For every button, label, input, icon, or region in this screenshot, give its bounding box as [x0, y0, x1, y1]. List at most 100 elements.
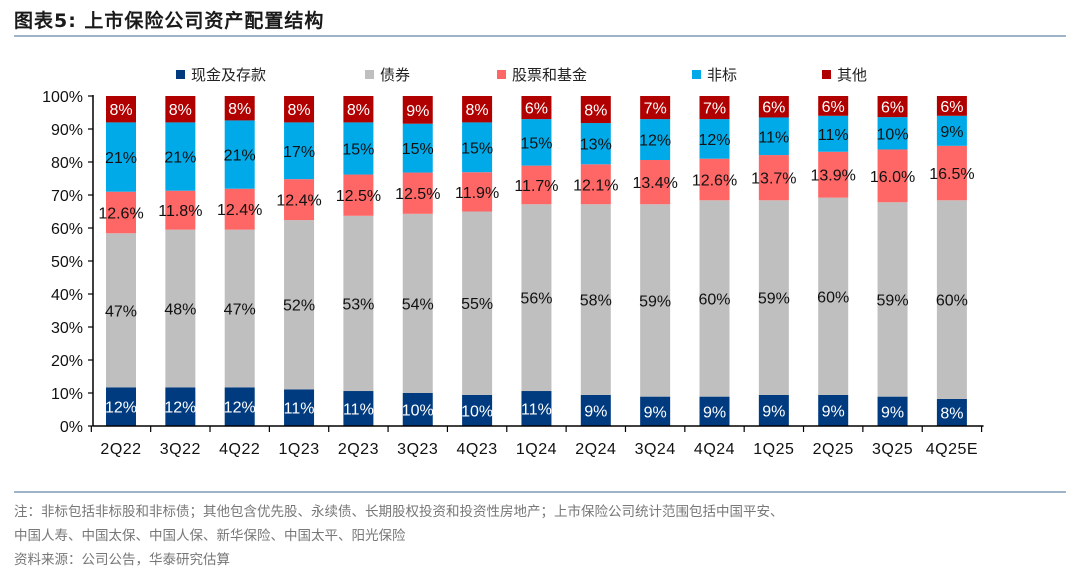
legend-item-bonds: 债券 [365, 64, 410, 85]
data-label-cash: 10% [402, 403, 434, 420]
bar-segment-equities [580, 164, 611, 205]
bar-segment-nonstandard [462, 122, 493, 173]
x-tick-label: 4Q24 [694, 441, 735, 458]
legend-swatch-cash [176, 70, 185, 79]
y-tick-label: 0% [60, 419, 83, 436]
bar-segment-other [640, 96, 671, 120]
data-label-equities: 12.5% [395, 186, 440, 203]
note-line-1: 注：非标包括非标股和非标债；其他包含优先股、永续债、长期股权投资和投资性房地产；… [14, 504, 784, 520]
bar-segment-nonstandard [758, 117, 789, 156]
y-tick-label: 60% [51, 221, 83, 238]
data-label-equities: 12.5% [336, 188, 381, 205]
data-label-cash: 9% [584, 403, 607, 420]
x-tick-label: 2Q22 [100, 441, 141, 458]
data-label-other: 8% [584, 103, 607, 120]
data-label-other: 6% [940, 99, 963, 116]
bar-segment-bonds [936, 200, 967, 399]
data-label-equities: 12.4% [217, 202, 262, 219]
data-label-equities: 12.4% [276, 193, 321, 210]
y-tick-label: 90% [51, 122, 83, 139]
x-tick-label: 4Q22 [219, 441, 260, 458]
x-tick-label: 2Q25 [813, 441, 854, 458]
bar-segment-equities [224, 188, 255, 230]
bar-segment-cash [224, 387, 255, 426]
bar-segment-nonstandard [402, 123, 433, 173]
bar-segment-nonstandard [699, 119, 730, 159]
bar-segment-other [402, 96, 433, 124]
bar-segment-equities [877, 149, 908, 203]
data-label-bonds: 60% [936, 293, 968, 310]
bar-segment-equities [343, 174, 374, 216]
data-label-nonstandard: 17% [283, 144, 315, 161]
y-tick-label: 100% [42, 89, 83, 106]
data-label-bonds: 53% [342, 296, 374, 313]
data-label-other: 8% [169, 102, 192, 119]
data-label-other: 6% [762, 100, 785, 117]
data-label-nonstandard: 15% [461, 140, 493, 157]
bar-segment-cash [877, 396, 908, 426]
y-tick-label: 40% [51, 287, 83, 304]
x-tick-label: 2Q23 [338, 441, 379, 458]
chart-legend: 现金及存款 债券 股票和基金 非标 其他 [0, 64, 1080, 86]
legend-swatch-equities [497, 70, 506, 79]
bar-segment-nonstandard [343, 122, 374, 175]
bar-segment-nonstandard [877, 117, 908, 150]
data-label-nonstandard: 15% [520, 135, 552, 152]
bar-segment-equities [936, 145, 967, 201]
data-label-nonstandard: 15% [402, 141, 434, 158]
data-label-nonstandard: 21% [164, 150, 196, 167]
bar-segment-cash [521, 391, 552, 426]
bar-segment-nonstandard [165, 122, 196, 191]
data-label-equities: 13.4% [632, 175, 677, 192]
data-label-nonstandard: 21% [105, 150, 137, 167]
data-label-bonds: 56% [520, 291, 552, 308]
data-label-bonds: 58% [580, 293, 612, 310]
bar-segment-nonstandard [580, 123, 611, 165]
y-tick-label: 50% [51, 254, 83, 271]
bar-segment-other [936, 96, 967, 116]
data-label-cash: 8% [940, 405, 963, 422]
data-label-cash: 10% [461, 403, 493, 420]
data-label-other: 6% [881, 100, 904, 117]
data-label-other: 7% [644, 101, 667, 118]
data-label-other: 6% [822, 99, 845, 116]
bar-segment-bonds [343, 215, 374, 392]
data-label-equities: 13.9% [811, 168, 856, 185]
data-label-other: 8% [347, 102, 370, 119]
bar-segment-nonstandard [521, 119, 552, 166]
data-label-cash: 11% [343, 402, 374, 419]
data-label-other: 9% [406, 103, 429, 120]
x-tick-label: 3Q25 [872, 441, 913, 458]
bar-segment-cash [818, 394, 849, 426]
legend-item-nonstandard: 非标 [692, 64, 737, 85]
bar-segment-cash [936, 398, 967, 426]
bar-segment-cash [462, 394, 493, 426]
bar-segment-other [284, 96, 315, 123]
bar-segment-equities [165, 190, 196, 230]
bar-segment-other [165, 96, 196, 123]
bar-segment-other [521, 96, 552, 120]
data-label-nonstandard: 15% [342, 141, 374, 158]
figure-title: 图表5: 上市保险公司资产配置结构 [14, 10, 325, 32]
data-label-equities: 11.8% [158, 203, 202, 220]
legend-swatch-bonds [365, 70, 374, 79]
bar-segment-cash [580, 394, 611, 426]
data-label-bonds: 60% [817, 289, 849, 306]
data-labels-layer: 12% 47% 12.6% 21% 8% 12% 48% 11.8% 21% 8% 12% 47% 12… [98, 99, 974, 423]
bar-segment-other [224, 96, 255, 121]
data-label-equities: 11.9% [455, 185, 499, 202]
bars-layer [106, 96, 967, 426]
bar-segment-bonds [224, 229, 255, 388]
legend-item-equities: 股票和基金 [497, 64, 587, 85]
data-label-cash: 9% [881, 404, 904, 421]
data-label-cash: 9% [762, 403, 785, 420]
data-label-nonstandard: 12% [698, 132, 730, 149]
y-tick-label: 80% [51, 155, 83, 172]
bar-segment-other [699, 96, 730, 120]
bar-segment-bonds [758, 200, 789, 395]
data-label-bonds: 47% [105, 303, 137, 320]
x-tick-label: 1Q25 [753, 441, 794, 458]
figure-notes: 注：非标包括非标股和非标债；其他包含优先股、永续债、长期股权投资和投资性房地产；… [14, 500, 1074, 572]
data-label-equities: 12.6% [98, 205, 143, 222]
data-label-equities: 11.7% [514, 178, 558, 195]
